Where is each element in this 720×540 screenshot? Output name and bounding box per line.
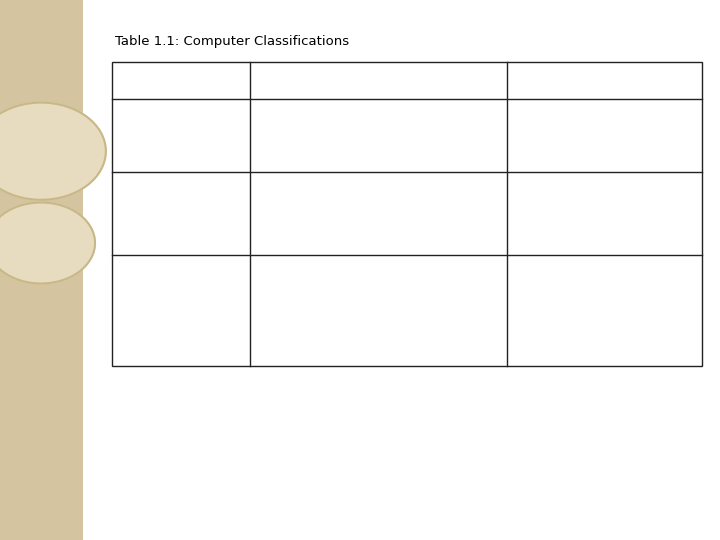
Bar [0,0,83,540]
Text: Table 1.1: Computer Classifications: Table 1.1: Computer Classifications [115,35,349,48]
Text: 64+ million main memory cells
4 billion disk storage cells single
user: 64+ million main memory cells 4 billion … [256,105,442,143]
Text: 50+ million instructions
per second: 50+ million instructions per second [513,262,648,286]
Bar [112,62,702,366]
Circle shape [0,103,106,200]
Bar [112,62,702,366]
Text: Microcomputer: Microcomputer [117,105,202,116]
Text: 30+ million instructions
per second: 30+ million instructions per second [513,178,647,202]
Text: 10+ million instructions per
second: 10+ million instructions per second [513,105,670,129]
Text: Approximate Speed: Approximate Speed [547,76,662,85]
Text: Class Typical: Class Typical [144,76,217,85]
Circle shape [0,202,95,284]
Text: 1+ billion main memory cells
100 billion disk storage cells
Multiple tape drives: 1+ billion main memory cells 100 billion… [256,262,427,342]
Text: 128+ million main memory cells
10 billion disk storage cells
1 tape drive
128 in: 128+ million main memory cells 10 billio… [256,178,437,230]
Text: Specifications: Specifications [338,76,420,85]
Text: Minicomputer: Minicomputer [117,178,195,188]
Text: Mainframe: Mainframe [117,262,178,272]
